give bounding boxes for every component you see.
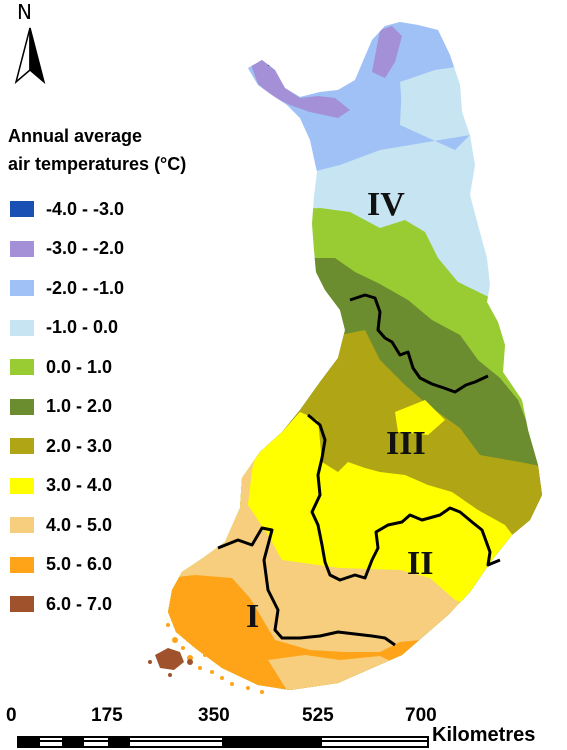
zone-label-ii: II bbox=[407, 545, 433, 583]
legend-item: 3.0 - 4.0 bbox=[10, 476, 112, 496]
legend-label: -1.0 - 0.0 bbox=[46, 317, 118, 338]
aland-islands bbox=[148, 648, 193, 677]
legend-label: -3.0 - -2.0 bbox=[46, 238, 124, 259]
legend-item: -1.0 - 0.0 bbox=[10, 318, 118, 338]
legend-label: 1.0 - 2.0 bbox=[46, 396, 112, 417]
legend-item: 1.0 - 2.0 bbox=[10, 397, 112, 417]
legend-label: 2.0 - 3.0 bbox=[46, 436, 112, 457]
zone-label-iv: IV bbox=[367, 186, 405, 224]
legend-label: -2.0 - -1.0 bbox=[46, 278, 124, 299]
legend-label: 6.0 - 7.0 bbox=[46, 594, 112, 615]
zone-label-i: I bbox=[246, 598, 259, 636]
legend-item: -3.0 - -2.0 bbox=[10, 239, 124, 259]
legend-item: 2.0 - 3.0 bbox=[10, 436, 112, 456]
legend-swatch bbox=[10, 241, 34, 257]
legend-swatch bbox=[10, 438, 34, 454]
legend-label: 5.0 - 6.0 bbox=[46, 554, 112, 575]
north-label: N bbox=[17, 0, 32, 24]
legend-item: 0.0 - 1.0 bbox=[10, 357, 112, 377]
north-arrow-icon bbox=[16, 28, 44, 82]
scale-tick-350: 350 bbox=[198, 705, 230, 727]
legend-swatch bbox=[10, 517, 34, 533]
legend-item: -4.0 - -3.0 bbox=[10, 199, 124, 219]
legend-item: -2.0 - -1.0 bbox=[10, 278, 124, 298]
legend-title: Annual average air temperatures (°C) bbox=[8, 122, 186, 178]
legend-title-line1: Annual average bbox=[8, 122, 186, 150]
legend-swatch bbox=[10, 557, 34, 573]
legend-item: 4.0 - 5.0 bbox=[10, 515, 112, 535]
legend-label: 0.0 - 1.0 bbox=[46, 357, 112, 378]
legend-swatch bbox=[10, 399, 34, 415]
legend-swatch bbox=[10, 280, 34, 296]
legend-swatch bbox=[10, 359, 34, 375]
legend-label: 4.0 - 5.0 bbox=[46, 515, 112, 536]
legend-title-line2: air temperatures (°C) bbox=[8, 150, 186, 178]
zone-label-iii: III bbox=[386, 425, 426, 463]
scale-tick-0: 0 bbox=[6, 705, 17, 727]
scale-tick-525: 525 bbox=[302, 705, 334, 727]
legend-swatch bbox=[10, 201, 34, 217]
legend-swatch bbox=[10, 478, 34, 494]
scale-bar bbox=[18, 737, 428, 747]
legend-item: 5.0 - 6.0 bbox=[10, 555, 112, 575]
legend-item: 6.0 - 7.0 bbox=[10, 594, 112, 614]
legend-swatch bbox=[10, 596, 34, 612]
legend-label: 3.0 - 4.0 bbox=[46, 475, 112, 496]
scale-unit: Kilometres bbox=[432, 724, 535, 747]
scale-tick-175: 175 bbox=[91, 705, 123, 727]
legend-swatch bbox=[10, 320, 34, 336]
legend-label: -4.0 - -3.0 bbox=[46, 199, 124, 220]
